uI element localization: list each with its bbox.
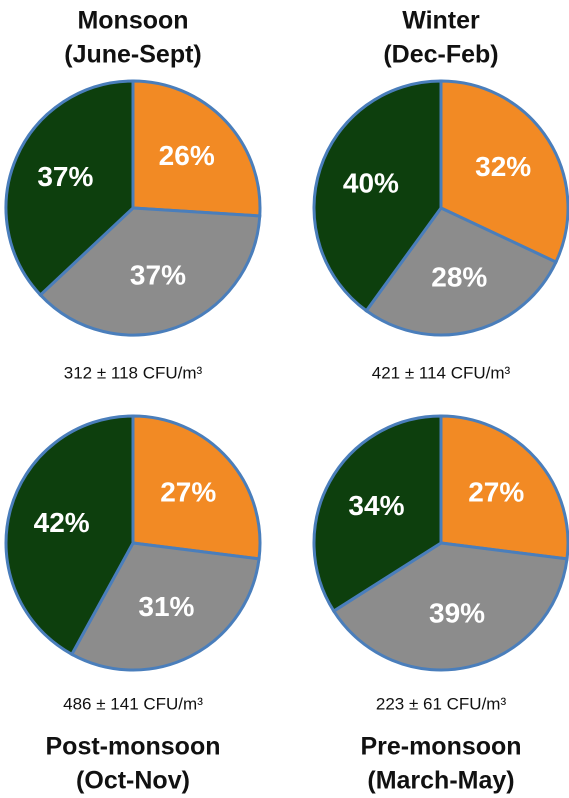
- slice-label: 27%: [160, 477, 216, 508]
- chart-title: Winter: [402, 7, 480, 35]
- slice-label: 28%: [431, 262, 487, 293]
- pie-slice: [131, 414, 262, 561]
- pie-slice: [439, 79, 569, 265]
- slice-label: 32%: [475, 151, 531, 182]
- pie-slice: [4, 79, 135, 298]
- caption: 223 ± 61 CFU/m³: [376, 694, 507, 713]
- slice-label: 40%: [343, 168, 399, 199]
- pie-slice: [312, 414, 443, 614]
- chart-title: Monsoon: [77, 7, 188, 35]
- chart-title: (Oct-Nov): [76, 767, 190, 795]
- chart-title: (March-May): [367, 767, 514, 795]
- pie-slice: [364, 206, 558, 337]
- slice-label: 42%: [34, 507, 90, 538]
- pie-slice: [69, 541, 261, 672]
- slice-label: 37%: [37, 161, 93, 192]
- slice-label: 26%: [159, 140, 215, 171]
- caption: 421 ± 114 CFU/m³: [372, 363, 511, 382]
- slice-label: 31%: [138, 591, 194, 622]
- chart-title: (Dec-Feb): [383, 41, 498, 69]
- chart-title: Post-monsoon: [46, 733, 221, 761]
- chart-title: Pre-monsoon: [360, 733, 521, 761]
- pie-slice: [439, 414, 569, 561]
- pie-slice: [312, 79, 443, 313]
- chart-title: (June-Sept): [64, 41, 202, 69]
- slice-label: 37%: [130, 260, 186, 291]
- caption: 312 ± 118 CFU/m³: [64, 363, 203, 382]
- pie-slice: [131, 79, 262, 218]
- slice-label: 39%: [429, 597, 485, 628]
- slice-label: 34%: [348, 490, 404, 521]
- caption: 486 ± 141 CFU/m³: [63, 694, 203, 713]
- pie-slice: [38, 206, 262, 337]
- pie-slice: [4, 414, 135, 657]
- slice-label: 27%: [468, 477, 524, 508]
